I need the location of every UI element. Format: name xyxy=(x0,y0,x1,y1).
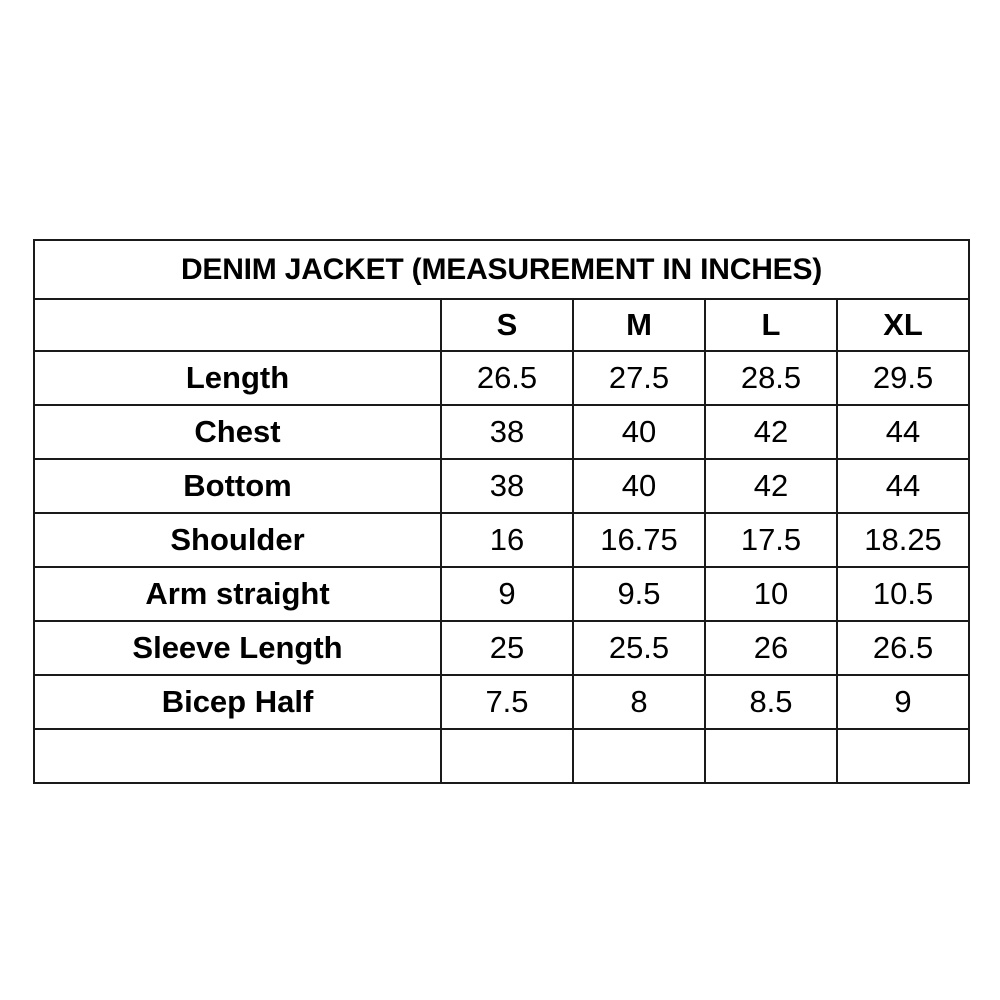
cell-sleeve-length-s: 25 xyxy=(440,620,574,676)
size-chart-body: DENIM JACKET (MEASUREMENT IN INCHES) S M… xyxy=(32,239,971,784)
cell-bicep-half-l: 8.5 xyxy=(704,674,838,730)
cell-bottom-s: 38 xyxy=(440,458,574,514)
title-row: DENIM JACKET (MEASUREMENT IN INCHES) xyxy=(32,239,971,300)
cell-shoulder-xl: 18.25 xyxy=(835,512,971,568)
row-label-bottom: Bottom xyxy=(33,458,442,514)
row-label-length: Length xyxy=(33,350,442,406)
table-row: Arm straight 9 9.5 10 10.5 xyxy=(33,566,971,622)
size-header-m: M xyxy=(572,298,706,352)
cell-sleeve-length-m: 25.5 xyxy=(572,620,706,676)
size-header-l: L xyxy=(704,298,838,352)
header-corner-cell xyxy=(33,298,442,352)
size-header-xl: XL xyxy=(835,298,971,352)
cell-chest-m: 40 xyxy=(572,404,706,460)
cell-shoulder-l: 17.5 xyxy=(704,512,838,568)
size-chart-table: DENIM JACKET (MEASUREMENT IN INCHES) S M… xyxy=(32,239,971,784)
table-row-blank xyxy=(33,728,971,784)
cell-bottom-m: 40 xyxy=(572,458,706,514)
size-header-s: S xyxy=(440,298,574,352)
cell-arm-straight-m: 9.5 xyxy=(572,566,706,622)
chart-title: DENIM JACKET (MEASUREMENT IN INCHES) xyxy=(32,239,971,300)
cell-length-l: 28.5 xyxy=(704,350,838,406)
cell-bottom-xl: 44 xyxy=(835,458,971,514)
cell-length-xl: 29.5 xyxy=(835,350,971,406)
blank-cell-label xyxy=(33,728,442,784)
cell-arm-straight-s: 9 xyxy=(440,566,574,622)
size-header-row: S M L XL xyxy=(33,298,971,352)
table-row: Bicep Half 7.5 8 8.5 9 xyxy=(33,674,971,730)
cell-bicep-half-xl: 9 xyxy=(835,674,971,730)
row-label-chest: Chest xyxy=(33,404,442,460)
table-row: Bottom 38 40 42 44 xyxy=(33,458,971,514)
blank-cell-m xyxy=(572,728,706,784)
blank-cell-xl xyxy=(835,728,971,784)
table-row: Length 26.5 27.5 28.5 29.5 xyxy=(33,350,971,406)
cell-bicep-half-m: 8 xyxy=(572,674,706,730)
cell-chest-xl: 44 xyxy=(835,404,971,460)
table-row: Chest 38 40 42 44 xyxy=(33,404,971,460)
cell-arm-straight-xl: 10.5 xyxy=(835,566,971,622)
cell-length-m: 27.5 xyxy=(572,350,706,406)
blank-cell-s xyxy=(440,728,574,784)
cell-bicep-half-s: 7.5 xyxy=(440,674,574,730)
table-row: Shoulder 16 16.75 17.5 18.25 xyxy=(33,512,971,568)
cell-shoulder-m: 16.75 xyxy=(572,512,706,568)
row-label-sleeve-length: Sleeve Length xyxy=(33,620,442,676)
cell-length-s: 26.5 xyxy=(440,350,574,406)
row-label-bicep-half: Bicep Half xyxy=(33,674,442,730)
cell-sleeve-length-l: 26 xyxy=(704,620,838,676)
cell-shoulder-s: 16 xyxy=(440,512,574,568)
row-label-arm-straight: Arm straight xyxy=(33,566,442,622)
blank-cell-l xyxy=(704,728,838,784)
cell-sleeve-length-xl: 26.5 xyxy=(835,620,971,676)
row-label-shoulder: Shoulder xyxy=(33,512,442,568)
cell-chest-l: 42 xyxy=(704,404,838,460)
table-row: Sleeve Length 25 25.5 26 26.5 xyxy=(33,620,971,676)
cell-chest-s: 38 xyxy=(440,404,574,460)
cell-arm-straight-l: 10 xyxy=(704,566,838,622)
cell-bottom-l: 42 xyxy=(704,458,838,514)
